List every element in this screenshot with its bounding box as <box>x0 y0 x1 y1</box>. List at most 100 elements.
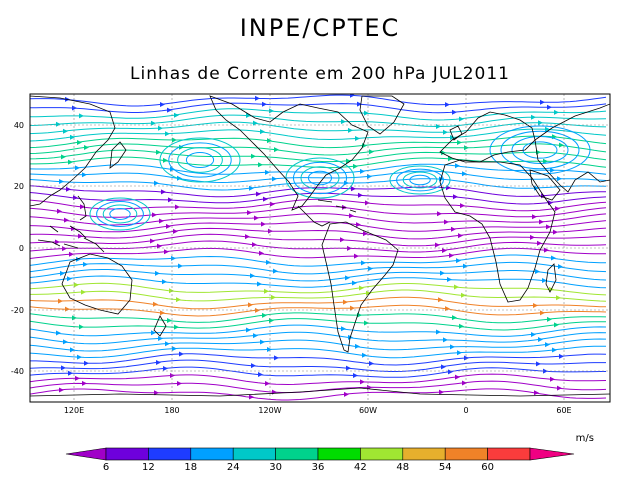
streamline-arrow <box>346 158 351 164</box>
streamline-arrow <box>154 180 159 186</box>
streamline-arrow <box>545 342 550 348</box>
streamline-arrow <box>159 218 164 224</box>
streamline <box>30 338 607 352</box>
streamline-arrow <box>533 302 538 308</box>
streamline-arrow <box>464 145 469 151</box>
streamline-arrow <box>179 144 184 150</box>
streamline-arrow <box>163 157 168 163</box>
colorbar-segment <box>360 447 404 461</box>
streamline-arrow <box>341 326 346 332</box>
east-asia-outline <box>30 95 116 207</box>
streamline-arrow <box>169 288 174 294</box>
streamline-arrow <box>272 176 277 182</box>
streamline-arrow <box>459 323 464 329</box>
streamline-arrow <box>165 341 170 347</box>
streamline <box>30 121 607 135</box>
streamline-arrow <box>270 201 275 207</box>
streamline-arrow <box>348 127 353 133</box>
streamline-arrow <box>160 102 165 108</box>
lon-tick-label: 60W <box>359 406 377 415</box>
streamline-arrow <box>442 247 447 253</box>
streamline-arrow <box>274 147 279 153</box>
colorbar-tick-label: 6 <box>103 462 109 473</box>
asia-outline <box>534 103 610 193</box>
streamline-arrow <box>271 294 276 300</box>
streamline-arrow <box>558 264 563 270</box>
streamline-arrow <box>352 280 357 286</box>
streamline-arrow <box>366 290 371 296</box>
colorbar-segment <box>317 447 361 461</box>
streamline-arrow <box>84 144 89 150</box>
colorbar-arrow-low <box>65 447 107 461</box>
colorbar-units: m/s <box>576 433 594 444</box>
streamline-arrow <box>452 109 457 115</box>
antarctica-edge <box>30 387 610 397</box>
streamline-arrow <box>355 343 360 349</box>
streamline <box>30 269 607 282</box>
streamline <box>30 227 607 240</box>
streamline-arrow <box>542 278 547 284</box>
streamline-arrow <box>544 247 549 253</box>
streamline-arrow <box>257 281 262 287</box>
streamline-vortex <box>159 137 241 183</box>
central-america-outline <box>297 205 331 227</box>
streamline-arrow <box>255 307 260 313</box>
streamline <box>30 108 607 121</box>
streamline-arrow <box>163 366 168 372</box>
streamline-arrow <box>63 128 68 134</box>
lon-tick-label: 120W <box>258 406 281 415</box>
streamline-arrow <box>151 120 156 126</box>
streamline-arrow <box>340 237 345 243</box>
streamline-arrow <box>156 149 161 155</box>
streamline <box>30 220 607 233</box>
streamline-arrow <box>59 179 64 185</box>
streamline-vortex <box>185 152 215 168</box>
streamlines <box>30 94 607 401</box>
streamline-arrow <box>555 206 560 212</box>
streamline-arrow <box>273 268 278 274</box>
lat-tick-label: 40 <box>14 121 24 130</box>
streamline-arrow <box>441 150 446 156</box>
streamline-arrow <box>345 275 350 281</box>
streamline-arrow <box>258 162 263 168</box>
streamline-arrow <box>173 228 178 234</box>
caribbean-islands-outline <box>317 199 357 213</box>
colorbar-segment <box>275 447 319 461</box>
streamline-arrow <box>361 260 366 266</box>
lat-lon-grid <box>30 94 610 402</box>
lon-axis: 120E 180 120W 60W 0 60E <box>64 406 572 415</box>
streamline-arrow <box>172 137 177 143</box>
colorbar-segment <box>232 447 276 461</box>
streamline-arrow <box>356 222 361 228</box>
streamline-arrow <box>162 279 167 285</box>
colorbar-tick-label: 30 <box>269 462 282 473</box>
streamline <box>30 373 607 386</box>
streamline-arrow <box>153 301 158 307</box>
streamline-arrow <box>537 240 542 246</box>
streamline-arrow <box>170 166 175 172</box>
streamline-arrow <box>177 381 182 387</box>
streamline-vortex <box>489 125 591 175</box>
streamline-arrow <box>456 258 461 264</box>
streamline-arrow <box>460 203 465 209</box>
streamline-arrow <box>249 394 254 400</box>
greenland-outline <box>359 95 405 135</box>
streamline-vortex <box>396 168 444 192</box>
streamline-arrow <box>355 136 360 142</box>
lat-tick-label: 20 <box>14 182 24 191</box>
streamline <box>30 324 607 337</box>
colorbar-tick-label: 12 <box>142 462 155 473</box>
streamline-arrow <box>246 327 251 333</box>
streamline-arrow <box>165 131 170 137</box>
australia-outline <box>61 253 133 315</box>
streamline <box>30 198 607 212</box>
streamline-arrow <box>152 212 157 218</box>
streamline-vortex <box>402 171 438 189</box>
streamline-arrow <box>150 238 155 244</box>
streamline-arrow <box>151 330 156 336</box>
streamline <box>30 261 607 275</box>
streamline-arrow <box>455 374 460 380</box>
streamline-arrow <box>255 95 260 101</box>
streamline-arrow <box>267 138 272 144</box>
streamline-vortex <box>300 166 340 190</box>
